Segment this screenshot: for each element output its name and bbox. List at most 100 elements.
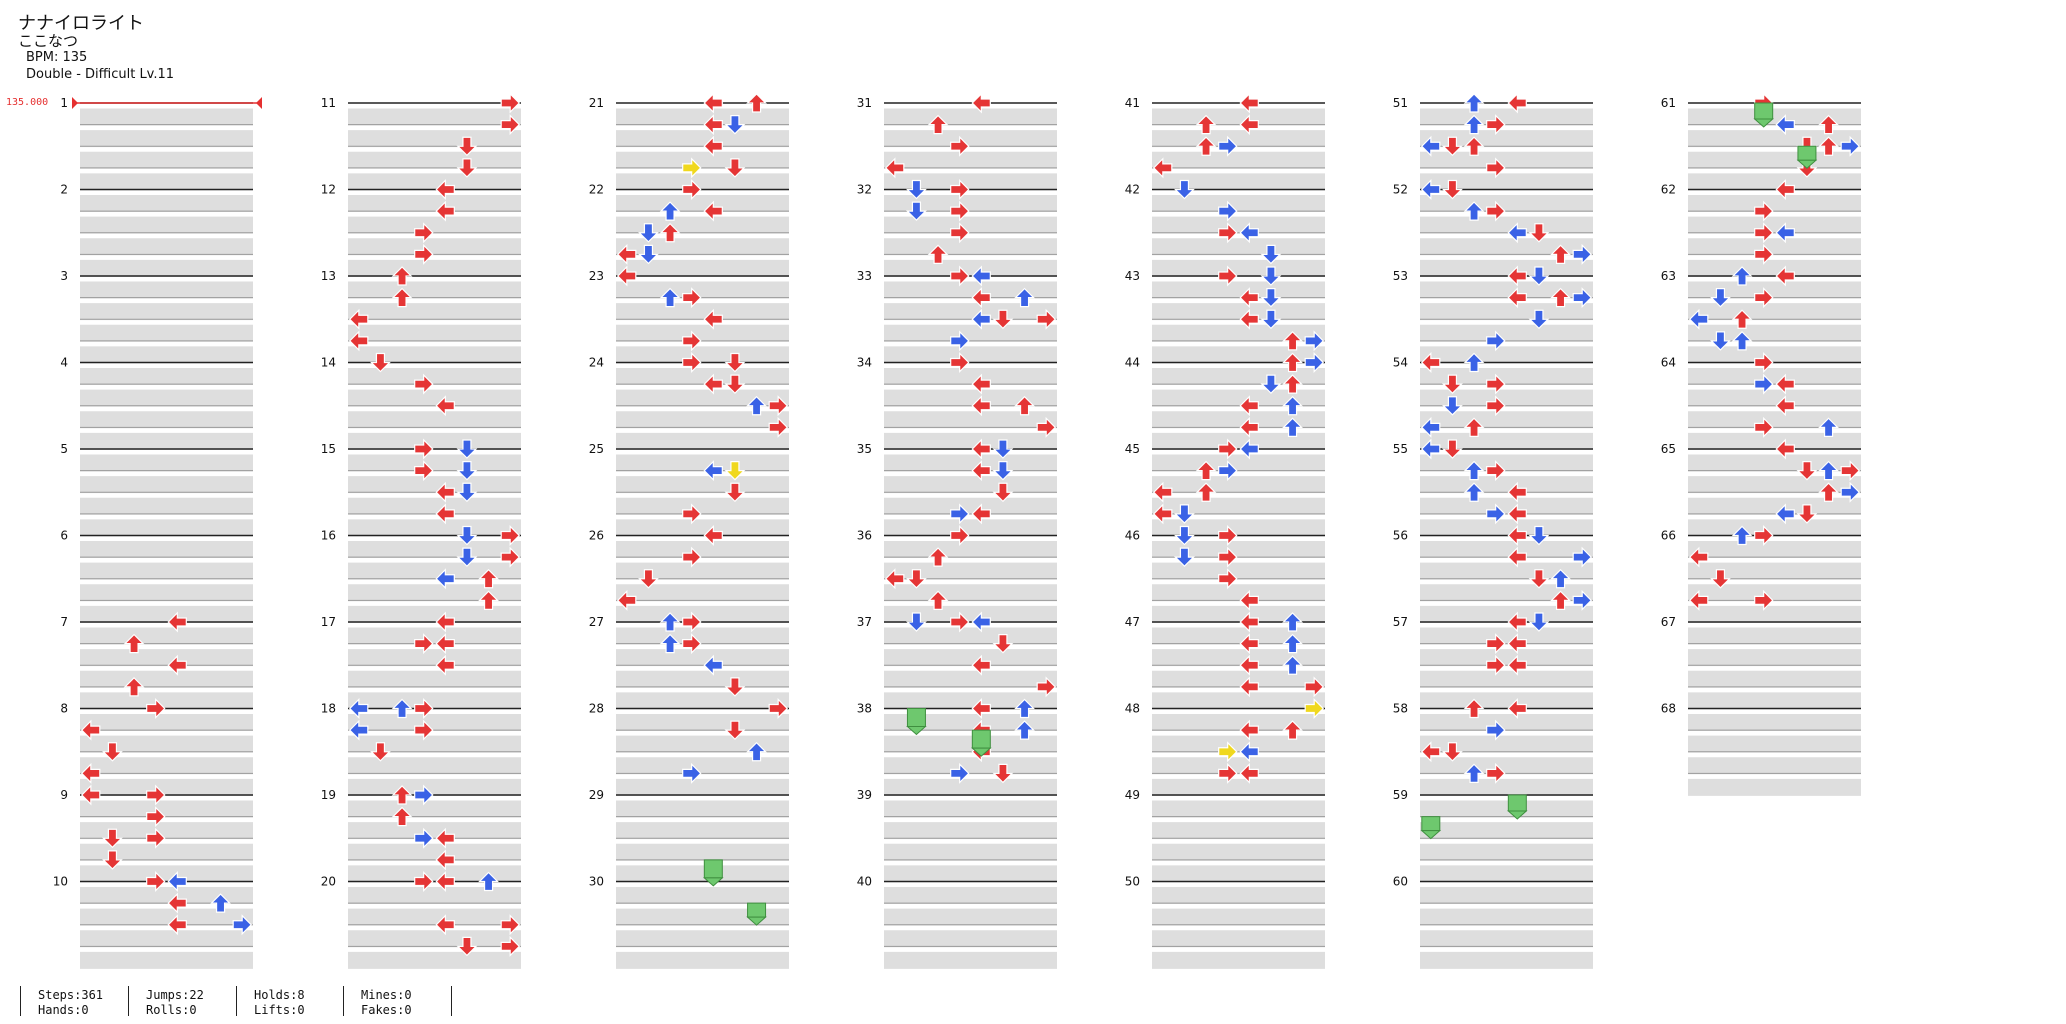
arrow-shape [1709, 331, 1731, 351]
arrow-shape [1528, 266, 1550, 286]
bpm-marker-label: 135.000 [6, 97, 49, 108]
hold-note [1506, 794, 1528, 820]
arrow-shape [703, 525, 723, 546]
arrow-note-up [1014, 720, 1036, 740]
beat-band [1688, 108, 1861, 126]
arrow-note-left [1507, 611, 1527, 633]
beat-band [884, 238, 1057, 256]
arrow-shape [500, 546, 521, 568]
measure-number: 52 [1393, 183, 1408, 197]
arrow-shape [1775, 395, 1795, 417]
arrow-shape [123, 677, 145, 697]
arrow-shape [391, 785, 413, 805]
arrow-note-right [414, 784, 434, 806]
measure-27: 27 [589, 615, 789, 710]
hold-body [971, 729, 991, 749]
arrow-shape [435, 568, 455, 590]
arrow-note-left [1507, 525, 1527, 546]
arrow-note-up [391, 287, 413, 308]
beat-band [616, 346, 789, 364]
beat-band [80, 368, 253, 385]
beat-band [348, 670, 521, 688]
arrow-note-left [971, 611, 991, 633]
beat-band [884, 951, 1057, 969]
arrow-note-left [703, 654, 723, 676]
arrow-shape [724, 158, 746, 178]
arrow-note-down [724, 677, 746, 697]
arrow-shape [927, 547, 949, 567]
measure-number: 7 [60, 615, 68, 629]
arrow-note-up [927, 590, 949, 610]
arrow-note-up [1014, 395, 1036, 416]
beat-band [80, 324, 253, 342]
beat-band [616, 324, 789, 342]
arrow-shape [1282, 655, 1304, 675]
beat-band [1420, 951, 1593, 969]
arrow-note-down [456, 136, 478, 157]
stat-mines: Mines:0 [361, 988, 412, 1002]
beat-band [1152, 735, 1325, 753]
arrow-note-up [659, 287, 681, 308]
arrow-shape [992, 482, 1014, 503]
beat-band [1688, 476, 1861, 494]
beat-band [1688, 216, 1861, 234]
hold-tail [906, 726, 927, 736]
beat-band [616, 281, 789, 299]
beat-band [616, 368, 789, 385]
measure-49: 49 [1125, 788, 1325, 883]
arrow-shape [971, 287, 991, 309]
arrow-shape [391, 266, 413, 286]
arrow-note-right [682, 352, 702, 373]
beat-band [348, 757, 521, 775]
arrow-note-left [1239, 611, 1259, 633]
arrow-shape [1260, 244, 1282, 265]
beat-band [616, 778, 789, 796]
beat-band [80, 778, 253, 796]
arrow-shape [435, 395, 455, 417]
arrow-note-right [950, 330, 970, 352]
arrow-shape [414, 633, 434, 655]
arrow-shape [1282, 395, 1304, 416]
arrow-note-left [1239, 308, 1259, 330]
arrow-shape [167, 611, 187, 633]
beat-band [1688, 778, 1861, 796]
arrow-note-right [414, 243, 434, 265]
beat-band [1420, 130, 1593, 148]
arrow-shape [1195, 460, 1217, 481]
arrow-note-up [1731, 525, 1753, 546]
arrow-shape [1239, 438, 1259, 460]
arrow-shape [682, 287, 702, 309]
arrow-shape [1818, 114, 1840, 135]
beat-band [80, 951, 253, 969]
beat-band [884, 822, 1057, 840]
hold-tail [1796, 159, 1818, 169]
arrow-shape [1152, 481, 1173, 503]
arrow-note-left [971, 503, 991, 525]
arrow-shape [1152, 503, 1173, 525]
arrow-shape [1731, 266, 1753, 286]
beat-band [616, 908, 789, 926]
arrow-shape [1572, 546, 1593, 568]
stat-holds: Holds:8 [254, 988, 305, 1002]
beat-band [1420, 173, 1593, 191]
measure-13: 13 [321, 269, 521, 364]
arrow-note-left [80, 762, 101, 784]
beat-band [884, 324, 1057, 342]
arrow-note-down [637, 244, 659, 265]
beat-band [1420, 281, 1593, 299]
beat-band [1420, 627, 1593, 645]
arrow-note-left [971, 654, 991, 676]
arrow-shape [927, 114, 949, 135]
measure-number: 26 [589, 529, 604, 543]
arrow-shape [703, 135, 723, 157]
beat-band [616, 389, 789, 407]
arrow-note-down [1796, 461, 1818, 481]
arrow-shape [1840, 481, 1861, 503]
arrow-note-up [659, 612, 681, 632]
stats-separator [343, 986, 344, 1016]
beat-band [1420, 432, 1593, 450]
arrow-shape [1754, 373, 1774, 395]
arrow-note-right [768, 395, 789, 417]
arrow-shape [414, 827, 434, 849]
arrow-note-up [1731, 331, 1753, 351]
